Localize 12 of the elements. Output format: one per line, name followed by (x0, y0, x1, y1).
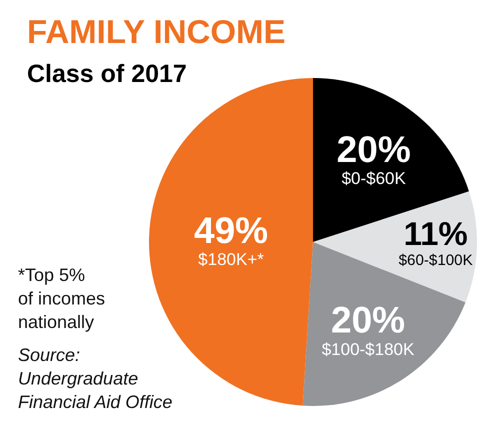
slice-label: $180K+* (198, 250, 264, 269)
slice-label: $0-$60K (342, 168, 407, 188)
text: *Top 5% of incomes nationally (18, 265, 106, 332)
data-label: 49% (194, 210, 268, 251)
chart-subtitle: Class of 2017 (27, 60, 187, 88)
chart-title: FAMILY INCOME (27, 13, 286, 50)
data-label: 20% (330, 300, 406, 341)
data-label: 20% (336, 128, 411, 170)
slice-label: $60-$100K (398, 252, 473, 269)
slice-label: $100-$180K (322, 340, 415, 359)
data-label: 11% (404, 215, 468, 252)
source-note: Source: Undergraduate Financial Aid Office (18, 345, 172, 412)
